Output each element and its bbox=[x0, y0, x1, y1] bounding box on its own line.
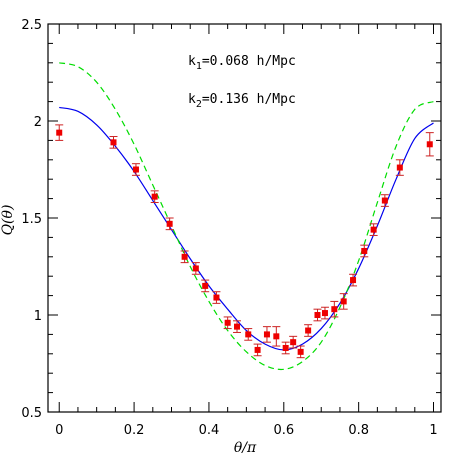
data-point bbox=[381, 197, 388, 204]
data-point-group bbox=[320, 306, 329, 320]
data-point-group bbox=[395, 159, 404, 176]
data-point bbox=[192, 265, 199, 272]
data-point-group bbox=[304, 324, 313, 337]
x-tick-label: 0 bbox=[55, 423, 63, 438]
data-point bbox=[305, 327, 312, 334]
data-point-group bbox=[55, 124, 64, 141]
data-point bbox=[234, 323, 241, 330]
data-point bbox=[166, 220, 173, 227]
tick-labels-layer: 0 0.2 0.4 0.6 0.8 1 0.5 1 1.5 2 2.5 bbox=[21, 18, 437, 438]
data-point bbox=[396, 164, 403, 171]
data-point bbox=[290, 339, 297, 346]
data-point bbox=[361, 247, 368, 254]
annotation-k2: k2=0.136 h/Mpc bbox=[188, 92, 296, 110]
solid-model-curve bbox=[59, 106, 434, 351]
data-point-group bbox=[289, 335, 298, 349]
data-point-group bbox=[131, 163, 140, 176]
data-point bbox=[273, 333, 280, 340]
data-point-group bbox=[369, 223, 378, 236]
data-point bbox=[151, 193, 158, 200]
data-point-group bbox=[201, 279, 210, 293]
data-point bbox=[110, 139, 117, 146]
data-point-group bbox=[165, 217, 174, 231]
data-point-group bbox=[330, 300, 339, 318]
data-point-group bbox=[223, 316, 232, 330]
data-point bbox=[426, 141, 433, 148]
data-point-group bbox=[313, 308, 322, 322]
data-point-group bbox=[233, 320, 242, 333]
annotation-k1: k1=0.068 h/Mpc bbox=[188, 54, 296, 72]
data-point bbox=[213, 294, 220, 301]
data-point-group bbox=[109, 136, 118, 149]
data-point bbox=[224, 319, 231, 326]
data-point bbox=[132, 166, 139, 173]
x-tick-label: 0.4 bbox=[199, 423, 220, 438]
data-point bbox=[56, 129, 63, 136]
x-tick-label: 0.6 bbox=[273, 423, 294, 438]
data-point bbox=[314, 312, 321, 318]
data-point bbox=[350, 277, 357, 284]
data-point bbox=[370, 226, 377, 233]
data-point-group bbox=[150, 190, 159, 203]
x-axis-title: θ/π bbox=[234, 440, 257, 456]
data-point-group bbox=[180, 250, 189, 264]
y-tick-label: 0.5 bbox=[21, 406, 42, 421]
data-point-group bbox=[253, 343, 262, 357]
data-point bbox=[297, 348, 304, 355]
data-point bbox=[340, 298, 347, 305]
data-point-group bbox=[360, 244, 369, 258]
data-point-group bbox=[339, 293, 348, 310]
ticks-layer bbox=[48, 23, 441, 413]
data-point-group bbox=[191, 262, 200, 275]
data-point bbox=[263, 331, 270, 338]
data-point-group bbox=[281, 341, 290, 355]
curves-layer bbox=[59, 62, 434, 371]
data-point-group bbox=[262, 326, 271, 343]
y-tick-label: 1.5 bbox=[21, 212, 42, 227]
x-tick-label: 1 bbox=[429, 423, 437, 438]
data-point bbox=[245, 331, 252, 338]
data-point bbox=[202, 282, 209, 289]
data-point-group bbox=[272, 326, 281, 347]
data-point bbox=[282, 344, 289, 351]
data-point bbox=[254, 346, 261, 353]
data-point bbox=[331, 306, 338, 313]
y-axis-title: Q(θ) bbox=[0, 205, 16, 236]
data-point-group bbox=[212, 291, 221, 304]
data-point-group bbox=[244, 328, 253, 341]
data-point bbox=[321, 310, 328, 317]
x-tick-label: 0.8 bbox=[348, 423, 369, 438]
points-layer bbox=[55, 124, 434, 359]
data-point-group bbox=[380, 194, 389, 207]
y-tick-label: 2 bbox=[34, 115, 42, 130]
y-tick-label: 1 bbox=[34, 309, 42, 324]
data-point-group bbox=[425, 132, 434, 157]
dashed-model-curve bbox=[59, 62, 434, 371]
x-tick-label: 0.2 bbox=[124, 423, 145, 438]
data-point bbox=[181, 253, 188, 260]
y-tick-label: 2.5 bbox=[21, 18, 42, 33]
data-point-group bbox=[349, 273, 358, 287]
data-point-group bbox=[296, 345, 305, 359]
